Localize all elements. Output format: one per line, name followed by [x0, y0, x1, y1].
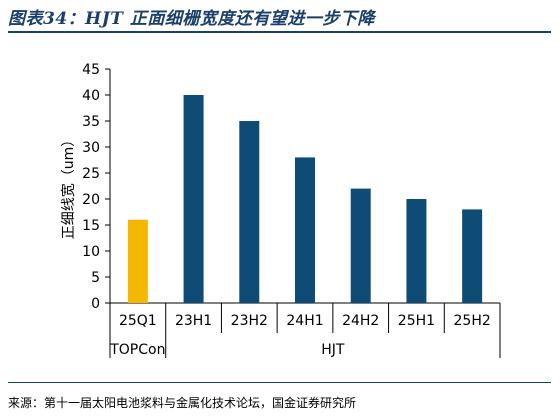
x-tick-label: 24H1	[286, 313, 323, 329]
source-divider	[8, 382, 551, 383]
bar-chart: 0 5 10 15 20 25 30 35 40 45 正细线宽（um） 25Q1 23H1 23H2 24…	[60, 62, 501, 358]
x-tick-label: 24H2	[342, 313, 379, 329]
y-tick-label: 35	[82, 114, 100, 130]
x-tick-label: 25Q1	[119, 313, 157, 329]
bar	[462, 209, 483, 303]
source-note: 来源：第十一届太阳电池浆料与金属化技术论坛，国金证券研究所	[8, 396, 357, 410]
y-tick-label: 5	[91, 270, 100, 286]
y-tick-label: 40	[82, 88, 100, 104]
axes	[105, 68, 501, 358]
y-axis-title: 正细线宽（um）	[60, 133, 77, 240]
x-tick-label: 25H1	[398, 313, 435, 329]
x-tick-label: 23H2	[231, 313, 268, 329]
bar	[406, 199, 427, 303]
group-label: HJT	[321, 342, 345, 358]
x-tick-label: 23H1	[175, 313, 212, 329]
y-tick-label: 0	[91, 296, 100, 312]
bar	[239, 121, 260, 303]
x-tick-label: 25H2	[454, 313, 491, 329]
y-tick-label: 10	[82, 244, 100, 260]
y-tick-label: 20	[82, 192, 100, 208]
bar	[183, 95, 204, 303]
figure-title: 图表34：HJT 正面细栅宽度还有望进一步下降	[8, 9, 375, 29]
y-tick-label: 25	[82, 166, 100, 182]
bar	[127, 219, 148, 303]
bar	[350, 188, 371, 303]
group-label: TOPCon	[109, 342, 165, 358]
axis-labels: 0 5 10 15 20 25 30 35 40 45 正细线宽（um） 25Q1 23H1 23H2 24…	[60, 62, 491, 358]
title-divider	[8, 31, 551, 33]
y-tick-label: 15	[82, 218, 100, 234]
bar	[295, 157, 315, 303]
y-tick-label: 45	[82, 62, 100, 78]
bars	[127, 95, 483, 303]
y-tick-label: 30	[82, 140, 100, 156]
